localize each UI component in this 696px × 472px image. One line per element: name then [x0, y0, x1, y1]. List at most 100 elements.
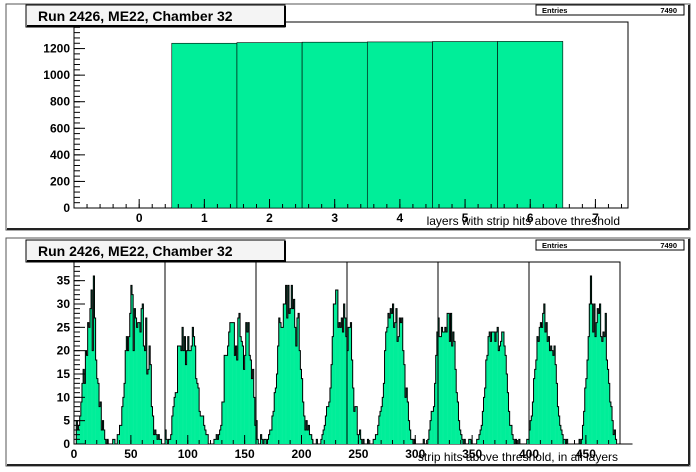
histogram-bar — [184, 336, 186, 444]
histogram-bar — [326, 406, 328, 444]
x-tick-label: 6 — [527, 211, 534, 225]
y-tick-label: 25 — [57, 320, 71, 334]
histogram-bar — [373, 439, 375, 444]
histogram-bar — [457, 402, 459, 444]
histogram-bar — [219, 430, 221, 444]
histogram-bar — [132, 294, 134, 444]
histogram-bar — [284, 304, 286, 444]
histogram-bar — [268, 434, 270, 444]
histogram-bar — [458, 420, 460, 444]
histogram-bar — [309, 434, 311, 444]
y-tick-label: 5 — [63, 414, 70, 428]
histogram-bar — [229, 322, 232, 444]
histogram-bar — [428, 430, 431, 444]
histogram-bar — [96, 378, 99, 444]
histogram-bar — [581, 439, 583, 444]
histogram-bar — [329, 388, 332, 444]
y-tick-label: 10 — [57, 390, 71, 404]
histogram-bar — [301, 378, 303, 444]
histogram-bar — [89, 308, 92, 444]
histogram-bar — [377, 425, 380, 444]
histogram-bar — [118, 434, 120, 444]
histogram-bar — [366, 41, 433, 209]
histogram-bar — [137, 322, 140, 444]
histogram-bar — [223, 402, 225, 444]
histogram-bar — [331, 364, 333, 444]
histogram-bar — [563, 439, 565, 444]
histogram-bar — [556, 383, 558, 444]
histogram-bar — [117, 434, 119, 444]
histogram-bar — [432, 41, 498, 209]
histogram-bar — [283, 304, 285, 444]
histogram-bar — [199, 411, 201, 444]
histogram-bar — [142, 304, 144, 444]
y-axis-ticks: 0 5 10 15 20 25 30 35 — [57, 261, 85, 451]
histogram-bar — [431, 411, 433, 444]
x-tick-label: 4 — [397, 211, 404, 225]
histogram-bar — [489, 332, 491, 444]
histogram-bar — [282, 327, 284, 444]
histogram-bar — [530, 420, 532, 444]
histogram-bar — [128, 336, 130, 444]
histogram-bar — [145, 318, 148, 444]
histogram-bar — [394, 322, 397, 444]
histogram-bar — [386, 327, 389, 444]
histogram-bar — [410, 439, 413, 444]
x-tick-label: 400 — [519, 447, 539, 461]
histogram-bar — [175, 392, 177, 444]
histogram-bar — [335, 290, 338, 444]
histogram-bar — [607, 369, 609, 444]
histogram-bar — [246, 332, 249, 444]
histogram-bar — [241, 341, 243, 444]
histogram-bar — [399, 318, 401, 444]
histogram-bar — [129, 313, 132, 444]
histogram-bar — [233, 322, 235, 444]
histogram-bar — [281, 327, 283, 444]
histogram-bar — [157, 439, 159, 444]
x-axis-label: layers with strip hits above threshold — [427, 214, 620, 228]
histogram-bar — [430, 420, 432, 444]
histogram-bar — [327, 406, 330, 444]
histogram-bar — [432, 411, 434, 444]
histogram-bar — [438, 318, 440, 444]
histogram-bar — [84, 383, 86, 444]
x-tick-label: 300 — [405, 447, 425, 461]
histogram-bar — [536, 336, 539, 444]
histogram-bar — [243, 369, 245, 444]
y-tick-label: 15 — [57, 367, 71, 381]
histogram-bar — [598, 313, 600, 444]
y-tick-label: 600 — [50, 121, 70, 135]
histogram-bar — [599, 304, 601, 444]
chart-title: Run 2426, ME22, Chamber 32 — [38, 243, 233, 259]
histogram-bar — [557, 406, 559, 444]
histogram-bar — [402, 350, 405, 444]
histogram-bar — [554, 346, 556, 444]
histogram-bar — [395, 308, 398, 444]
y-tick-label: 0 — [63, 437, 70, 451]
histogram-bar — [483, 397, 485, 444]
histogram-bar — [278, 318, 281, 444]
histogram-bar — [172, 406, 175, 444]
y-tick-label: 20 — [57, 344, 71, 358]
x-tick-label: 2 — [266, 211, 273, 225]
histogram-bar — [185, 364, 187, 444]
histogram-bar — [482, 411, 484, 444]
x-tick-label: 3 — [331, 211, 338, 225]
histogram-bar — [205, 434, 208, 444]
histogram-bars — [76, 276, 617, 444]
histogram-bar — [451, 346, 454, 444]
histogram-bar — [401, 318, 403, 444]
histogram-bar — [476, 439, 479, 444]
histogram-bar — [353, 411, 356, 444]
histogram-bar — [610, 406, 613, 444]
histogram-bar — [453, 341, 456, 444]
histogram-bar — [344, 318, 347, 444]
y-tick-label: 1200 — [43, 42, 70, 56]
histogram-bar — [509, 425, 512, 444]
histogram-bar — [295, 346, 298, 444]
histogram-bar — [290, 308, 292, 444]
histogram-bar — [379, 411, 382, 444]
histogram-bar — [287, 285, 290, 444]
histogram-bar — [81, 383, 84, 444]
